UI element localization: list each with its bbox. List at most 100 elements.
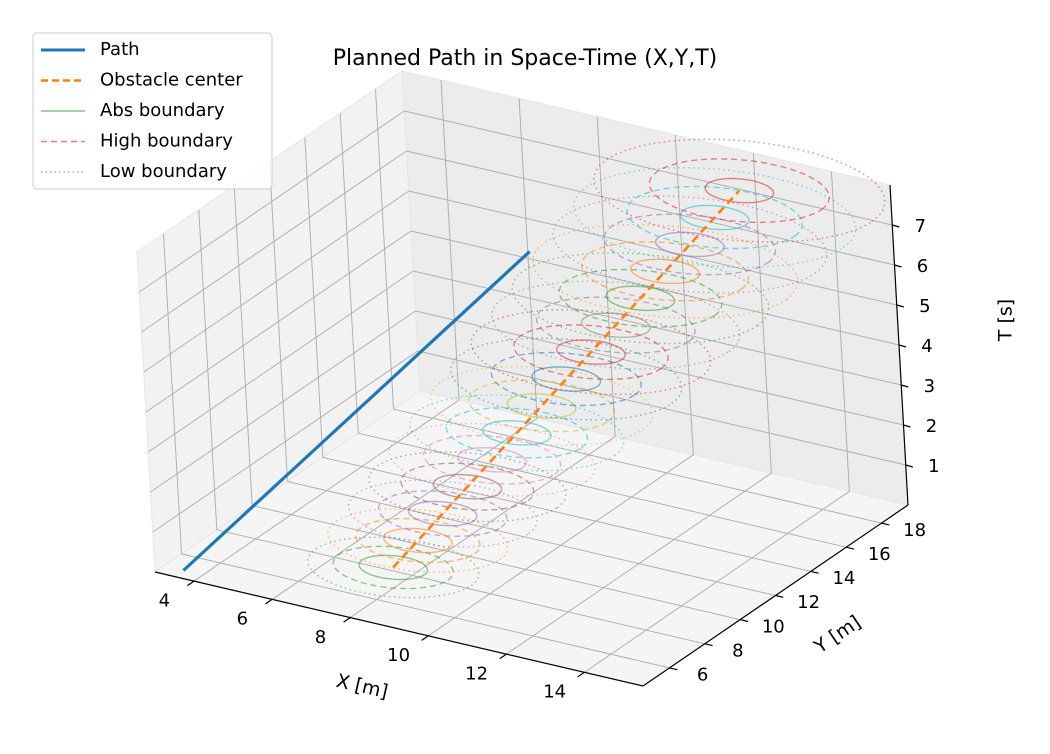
x-tick-label: 10 — [387, 645, 410, 666]
x-tick-mark — [499, 653, 507, 660]
y-tick-label: 14 — [832, 568, 855, 589]
grid-line-z-back — [406, 150, 895, 266]
grid-line-y-floor — [287, 481, 776, 596]
x-tick-label: 12 — [465, 663, 488, 684]
high-boundary-ring — [490, 351, 642, 407]
legend-obstacle-center-label: Obstacle center — [100, 70, 243, 91]
abs-boundary-ring — [704, 177, 775, 204]
grid-line-z-left — [152, 350, 419, 533]
chart-title: Planned Path in Space-Time (X,Y,T) — [333, 46, 718, 71]
z-tick-mark — [905, 464, 913, 468]
y-tick-mark — [740, 619, 749, 623]
x-tick-mark — [343, 617, 351, 623]
low-boundary-ring — [470, 308, 712, 396]
low-boundary-ring — [368, 451, 567, 523]
x-axis-line — [154, 571, 644, 687]
y-tick-mark — [775, 594, 784, 598]
grid-line-z-back — [408, 190, 897, 306]
z-tick-label: 7 — [915, 216, 926, 237]
high-boundary-ring — [445, 407, 589, 459]
series-lines — [182, 189, 741, 572]
grid-line-z-left — [139, 110, 405, 293]
obstacle-center-line — [392, 189, 741, 569]
high-boundary-ring — [648, 158, 831, 224]
grid-lines — [139, 80, 906, 673]
y-tick-mark — [669, 667, 678, 671]
abs-boundary-ring — [432, 473, 503, 500]
legend: Path Obstacle center Abs boundary High boun… — [32, 32, 273, 190]
abs-boundary-ring — [580, 312, 651, 339]
grid-line-z-back — [413, 270, 902, 386]
x-tick-mark — [265, 598, 273, 605]
high-boundary-ring — [377, 490, 508, 538]
z-tick-mark — [896, 304, 904, 308]
y-axis-label: Y [m] — [810, 611, 865, 658]
z-tick-label: 1 — [928, 456, 939, 477]
high-boundary-ring — [558, 268, 723, 328]
grid-line-z-left — [141, 150, 407, 333]
abs-boundary-ring — [605, 285, 676, 312]
abs-boundary-ring — [506, 393, 577, 419]
x-axis-label: X [m] — [334, 670, 390, 703]
y-tick-label: 16 — [868, 544, 891, 565]
y-tick-label: 12 — [797, 592, 820, 613]
x-tick-mark — [187, 580, 195, 587]
y-tick-mark — [846, 546, 855, 550]
legend-abs-boundary-label: Abs boundary — [100, 100, 225, 121]
abs-boundary-ring — [457, 446, 528, 473]
high-boundary-ring — [603, 213, 777, 276]
z-tick-label: 2 — [926, 416, 937, 437]
z-tick-mark — [892, 224, 900, 228]
abs-boundary-ring — [630, 258, 701, 285]
high-boundary-ring — [580, 241, 750, 302]
y-tick-mark — [810, 570, 819, 574]
grid-line-z-left — [145, 230, 412, 413]
grid-line-z-back — [404, 110, 893, 226]
x-tick-label: 4 — [159, 590, 170, 611]
y-tick-mark — [881, 522, 890, 526]
z-tick-mark — [901, 384, 909, 388]
high-boundary-ring — [468, 379, 616, 433]
y-tick-label: 6 — [697, 665, 708, 686]
legend-high-boundary-label: High boundary — [100, 131, 233, 152]
high-boundary-ring — [422, 434, 562, 485]
grid-line-z-left — [143, 190, 410, 373]
z-tick-mark — [903, 424, 911, 428]
grid-line-z-left — [148, 270, 414, 453]
legend-low-boundary-label: Low boundary — [100, 161, 227, 182]
z-tick-label: 5 — [919, 296, 930, 317]
x-tick-label: 6 — [237, 609, 248, 630]
abs-boundary-ring — [531, 366, 602, 392]
grid-line-y-floor — [252, 505, 741, 621]
abs-boundary-ring — [555, 339, 627, 365]
grid-line-z-left — [150, 310, 416, 493]
high-boundary-ring — [400, 462, 535, 511]
high-boundary-ring — [332, 545, 454, 590]
grid-line-y-floor — [181, 553, 670, 669]
x-tick-mark — [577, 671, 585, 678]
legend-box — [32, 32, 273, 190]
x-tick-mark — [421, 635, 429, 641]
z-tick-label: 4 — [921, 336, 932, 357]
high-boundary-ring — [626, 185, 804, 250]
abs-boundary-ring — [407, 500, 478, 527]
grid-line-y-floor — [216, 529, 705, 645]
y-tick-mark — [704, 643, 713, 647]
low-boundary-ring — [552, 195, 828, 294]
low-boundary-ring — [347, 479, 538, 548]
z-tick-mark — [894, 264, 902, 268]
z-tick-mark — [898, 344, 907, 348]
y-tick-label: 10 — [762, 616, 785, 637]
legend-path-label: Path — [100, 39, 140, 60]
grid-line-y-floor — [393, 408, 882, 524]
abs-boundary-ring — [481, 419, 552, 446]
x-tick-label: 8 — [315, 627, 326, 648]
z-axis-label: T [s] — [995, 299, 1017, 342]
x-tick-label: 14 — [543, 682, 566, 703]
z-tick-label: 6 — [917, 256, 928, 277]
z-tick-label: 3 — [924, 376, 935, 397]
low-boundary-ring — [409, 394, 625, 472]
y-tick-label: 18 — [903, 520, 926, 541]
